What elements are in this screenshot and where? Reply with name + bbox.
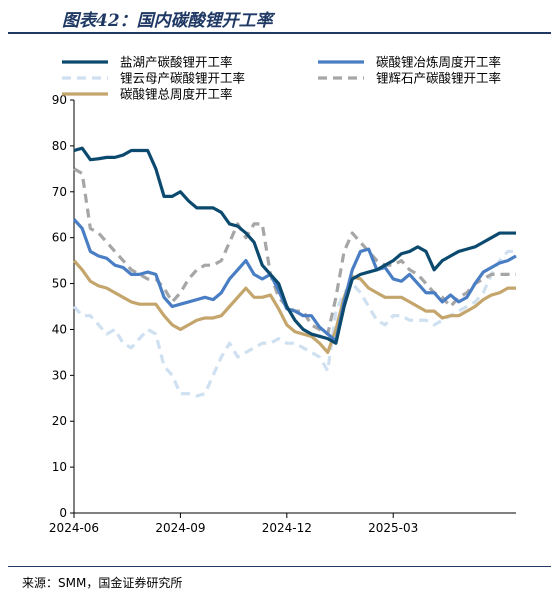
series-line-1: [72, 218, 517, 343]
x-tick-label: 2024-12: [262, 521, 312, 535]
legend-label-1: 碳酸锂冶炼周度开工率: [376, 55, 501, 70]
legend-label-4: 碳酸锂总周度开工率: [120, 87, 233, 102]
legend-label-3: 锂辉石产碳酸锂开工率: [376, 71, 501, 86]
series-line-4: [72, 259, 516, 354]
chart-series: [72, 146, 517, 398]
chart-axes: 0 10 20 30 40 50 60 70 80 90 2024-06 2024-09 2024-12…: [49, 93, 516, 535]
y-tick-label: 50: [52, 277, 67, 291]
source-note: 来源：SMM，国金证券研究所: [22, 576, 183, 590]
title-divider: [8, 32, 551, 34]
page-title: 图表42：国内碳酸锂开工率: [62, 11, 273, 31]
y-tick-label: 30: [52, 368, 67, 382]
y-tick-label: 70: [52, 185, 67, 199]
x-tick-label: 2025-03: [368, 521, 418, 535]
y-tick-label: 80: [52, 139, 67, 153]
legend-label-2: 锂云母产碳酸锂开工率: [120, 71, 245, 86]
y-tick-label: 10: [52, 460, 67, 474]
y-tick-label: 40: [52, 322, 67, 336]
y-tick-label: 90: [52, 93, 67, 107]
y-tick-label: 0: [59, 506, 67, 520]
y-tick-label: 60: [52, 231, 67, 245]
x-tick-label: 2024-06: [49, 521, 99, 535]
y-tick-label: 20: [52, 414, 67, 428]
x-tick-label: 2024-09: [155, 521, 205, 535]
series-line-3: [73, 167, 516, 336]
series-line-0: [73, 146, 516, 345]
legend-label-0: 盐湖产碳酸锂开工率: [120, 55, 233, 70]
footer-divider: [8, 566, 551, 567]
